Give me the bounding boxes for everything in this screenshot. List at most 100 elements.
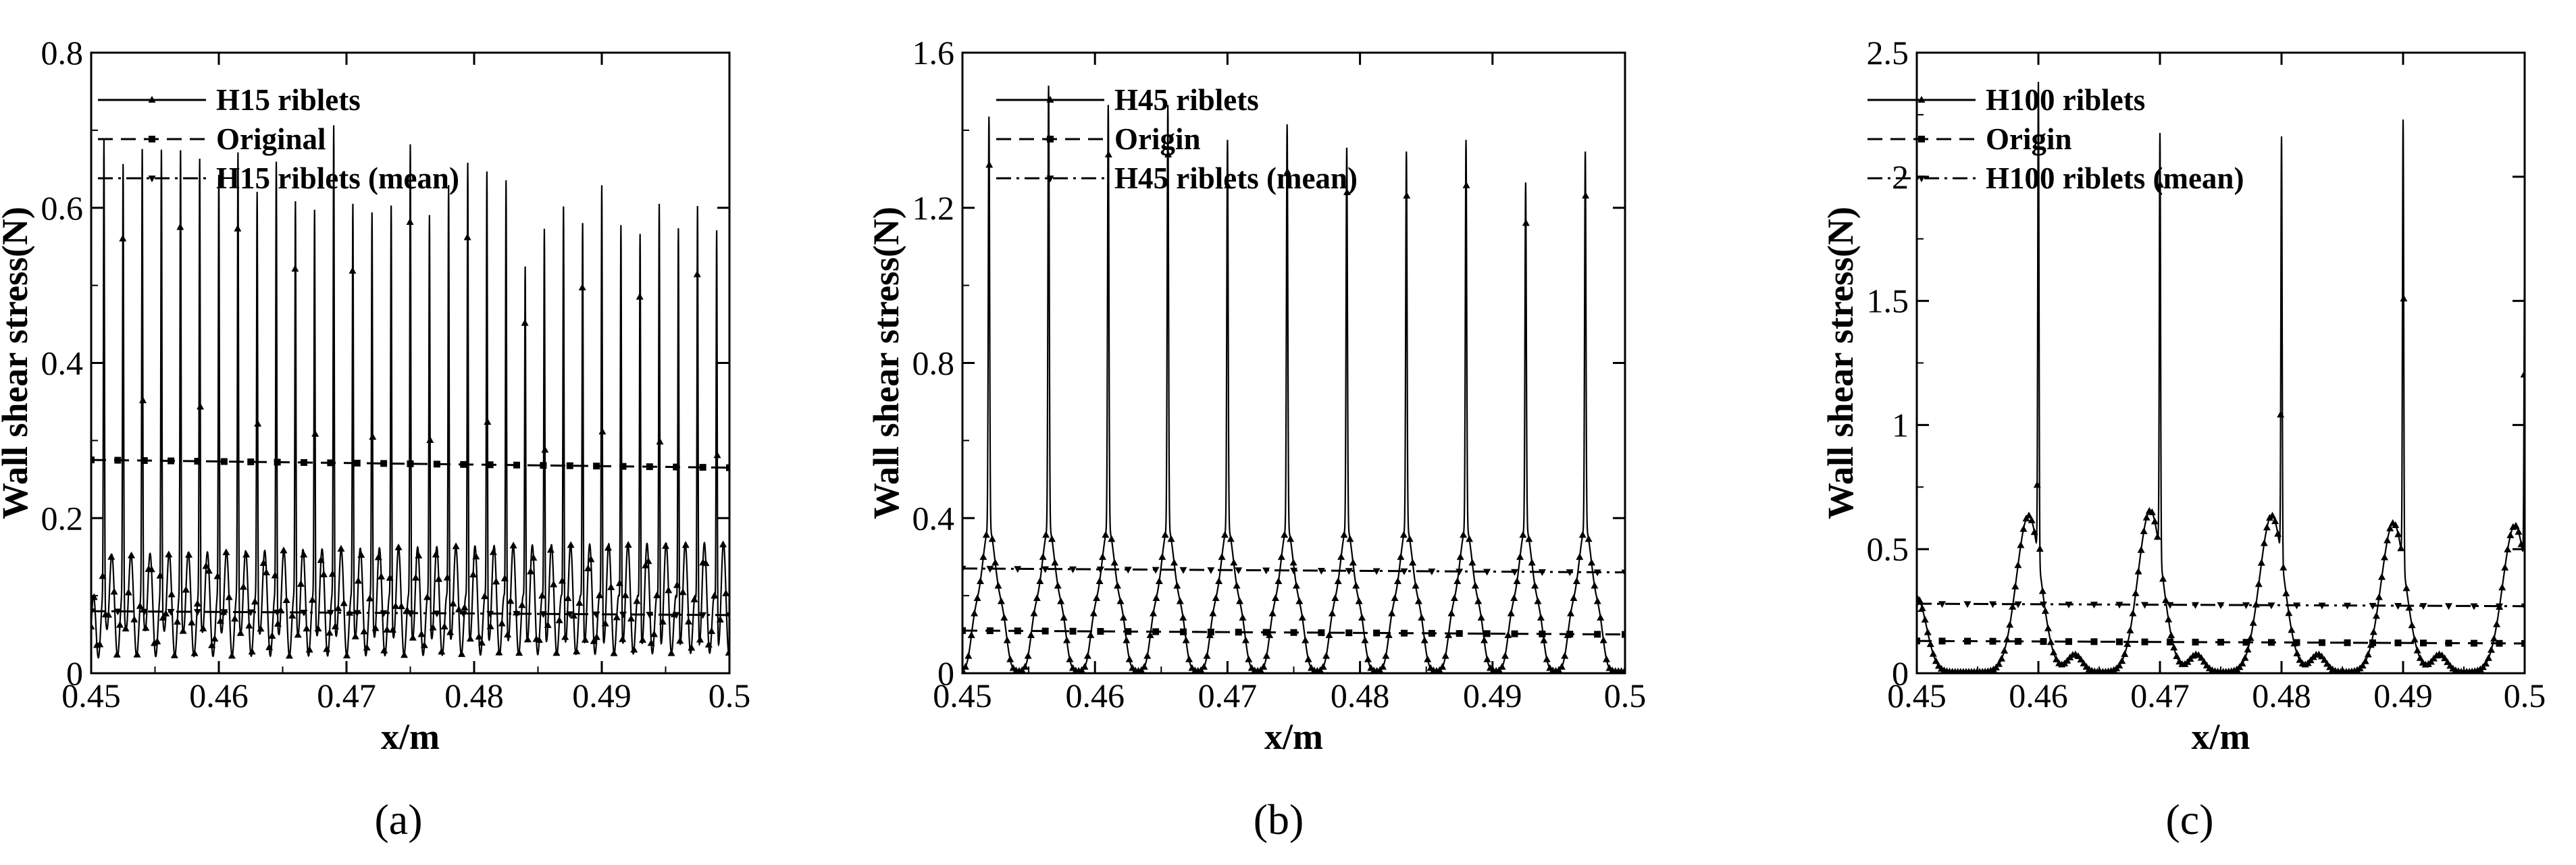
marker-triangle-up xyxy=(555,616,563,623)
marker-triangle-up xyxy=(1561,652,1569,659)
marker-triangle-up xyxy=(311,429,319,437)
marker-triangle-up xyxy=(1292,581,1300,589)
marker-triangle-up xyxy=(1021,662,1029,670)
marker-triangle-up xyxy=(535,635,543,643)
marker-triangle-up xyxy=(259,558,267,566)
marker-triangle-up xyxy=(1057,597,1065,604)
marker-triangle-up xyxy=(1519,531,1527,538)
marker-triangle-down xyxy=(380,610,388,617)
legend-label: H45 riblets xyxy=(1114,83,1259,117)
marker-triangle-up xyxy=(331,622,339,629)
marker-square xyxy=(2496,639,2503,647)
marker-triangle-up xyxy=(1104,151,1112,158)
marker-triangle-up xyxy=(1361,636,1369,644)
marker-triangle-down xyxy=(1014,566,1022,573)
marker-triangle-up xyxy=(550,580,558,587)
marker-triangle-up xyxy=(716,615,724,623)
marker-triangle-up xyxy=(2115,661,2123,669)
marker-triangle-up xyxy=(1322,652,1331,659)
marker-triangle-up xyxy=(590,637,598,644)
marker-triangle-up xyxy=(429,623,437,631)
marker-triangle-down xyxy=(220,609,228,617)
marker-triangle-up xyxy=(498,619,506,627)
legend-label: Origin xyxy=(1986,122,2072,156)
marker-triangle-up xyxy=(314,625,322,632)
marker-triangle-up xyxy=(667,649,675,656)
marker-triangle-up xyxy=(722,589,729,596)
marker-triangle-down xyxy=(1124,567,1132,574)
marker-triangle-up xyxy=(2408,621,2416,629)
marker-square xyxy=(1373,629,1381,637)
marker-triangle-up xyxy=(2017,541,2025,548)
marker-square xyxy=(460,461,467,468)
marker-triangle-down xyxy=(566,611,574,619)
marker-triangle-up xyxy=(1543,655,1551,662)
marker-triangle-up xyxy=(518,601,526,608)
marker-triangle-up xyxy=(1233,581,1241,589)
marker-square xyxy=(1566,631,1574,638)
marker-triangle-up xyxy=(182,585,190,593)
marker-triangle-up xyxy=(1918,604,1926,612)
marker-triangle-up xyxy=(1027,631,1035,638)
marker-triangle-up xyxy=(1468,558,1476,566)
marker-triangle-down xyxy=(459,610,467,618)
marker-triangle-up xyxy=(2501,563,2509,571)
marker-triangle-up xyxy=(665,586,673,594)
marker-triangle-up xyxy=(1992,663,2000,671)
marker-triangle-up xyxy=(489,548,497,555)
marker-triangle-up xyxy=(967,631,975,638)
marker-triangle-down xyxy=(2419,603,2427,610)
marker-triangle-up xyxy=(1158,553,1166,560)
marker-triangle-up xyxy=(2364,650,2372,658)
x-tick-label: 0.49 xyxy=(572,677,632,714)
marker-triangle-up xyxy=(1096,577,1104,585)
marker-triangle-up xyxy=(1557,662,1566,670)
marker-triangle-up xyxy=(2490,635,2498,642)
marker-triangle-up xyxy=(351,632,359,639)
marker-triangle-up xyxy=(615,579,623,586)
marker-triangle-up xyxy=(1358,613,1366,621)
marker-triangle-up xyxy=(1000,613,1008,621)
marker-square xyxy=(1041,627,1049,635)
marker-triangle-up xyxy=(690,595,698,602)
marker-triangle-down xyxy=(1317,568,1325,575)
marker-square xyxy=(149,136,155,142)
marker-triangle-up xyxy=(541,446,549,453)
legend-label: H15 riblets xyxy=(216,83,361,117)
series-riblets xyxy=(91,125,729,659)
marker-triangle-up xyxy=(216,617,224,624)
marker-square xyxy=(2015,637,2021,645)
marker-triangle-up xyxy=(1450,594,1458,602)
marker-triangle-up xyxy=(633,597,641,604)
marker-triangle-up xyxy=(1182,636,1190,644)
marker-triangle-up xyxy=(1245,655,1253,662)
marker-triangle-up xyxy=(2126,626,2134,633)
marker-triangle-up xyxy=(569,611,577,619)
marker-triangle-up xyxy=(1394,577,1402,585)
marker-triangle-up xyxy=(619,635,627,642)
marker-triangle-up xyxy=(1063,636,1071,644)
marker-triangle-up xyxy=(2014,561,2022,569)
marker-triangle-up xyxy=(2244,646,2252,653)
marker-triangle-up xyxy=(130,615,138,623)
marker-triangle-up xyxy=(1498,662,1506,670)
marker-square xyxy=(2420,639,2427,647)
marker-triangle-down xyxy=(2065,601,2073,608)
marker-triangle-up xyxy=(1152,594,1160,602)
marker-triangle-up xyxy=(2263,523,2271,531)
marker-triangle-down xyxy=(2217,602,2225,609)
marker-triangle-up xyxy=(1364,655,1372,662)
marker-triangle-up xyxy=(558,577,566,584)
marker-triangle-up xyxy=(205,567,213,574)
marker-triangle-up xyxy=(176,223,184,230)
marker-triangle-up xyxy=(991,558,1000,566)
marker-square xyxy=(1014,627,1021,635)
marker-triangle-up xyxy=(2257,558,2265,566)
marker-triangle-up xyxy=(99,572,107,579)
marker-triangle-up xyxy=(211,635,219,642)
marker-triangle-up xyxy=(1039,553,1047,560)
marker-triangle-up xyxy=(509,542,517,549)
marker-triangle-up xyxy=(188,619,196,626)
marker-square xyxy=(1290,629,1297,636)
y-tick-label: 1 xyxy=(1892,406,1909,444)
